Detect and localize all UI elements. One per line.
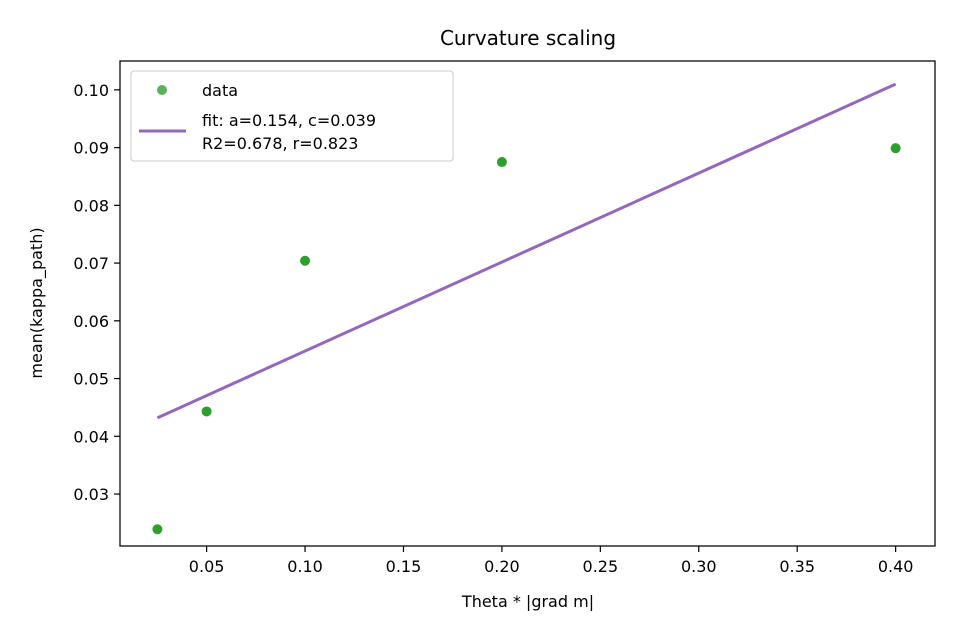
- legend-label-fit: fit: a=0.154, c=0.039: [202, 111, 376, 130]
- x-tick-label: 0.05: [189, 557, 225, 576]
- data-point: [201, 406, 212, 417]
- legend-marker-data: [157, 85, 167, 95]
- axes-frame: [119, 60, 936, 547]
- fit-line: [156, 82, 897, 420]
- y-tick-label: 0.03: [73, 485, 109, 504]
- data-point: [152, 524, 163, 535]
- x-tick-label: 0.40: [878, 557, 914, 576]
- chart-title: Curvature scaling: [440, 26, 616, 50]
- legend-label-fit-line2: R2=0.678, r=0.823: [202, 134, 358, 153]
- data-point: [300, 255, 311, 266]
- y-tick-label: 0.04: [73, 427, 109, 446]
- legend-label-data: data: [202, 81, 238, 100]
- y-tick-label: 0.08: [73, 196, 109, 215]
- x-axis-label: Theta * |grad m|: [461, 592, 594, 611]
- legend-box: [130, 70, 454, 162]
- x-axis-ticks: 0.05 0.10 0.15 0.20 0.25 0.30 0.35 0.40: [189, 546, 914, 576]
- data-point: [496, 157, 507, 168]
- x-tick-label: 0.15: [386, 557, 422, 576]
- x-tick-label: 0.10: [287, 557, 323, 576]
- y-tick-label: 0.10: [73, 81, 109, 100]
- y-tick-label: 0.09: [73, 139, 109, 158]
- y-tick-label: 0.07: [73, 254, 109, 273]
- x-tick-label: 0.30: [681, 557, 717, 576]
- y-tick-label: 0.05: [73, 370, 109, 389]
- y-axis-label: mean(kappa_path): [27, 227, 47, 378]
- x-tick-label: 0.20: [484, 557, 520, 576]
- data-point: [890, 143, 901, 154]
- x-tick-label: 0.35: [779, 557, 815, 576]
- legend: data fit: a=0.154, c=0.039 R2=0.678, r=0…: [130, 70, 454, 162]
- y-tick-label: 0.06: [73, 312, 109, 331]
- y-axis-ticks: 0.03 0.04 0.05 0.06 0.07 0.08 0.09 0.10: [73, 81, 120, 504]
- plot-area: [152, 82, 901, 535]
- x-tick-label: 0.25: [583, 557, 619, 576]
